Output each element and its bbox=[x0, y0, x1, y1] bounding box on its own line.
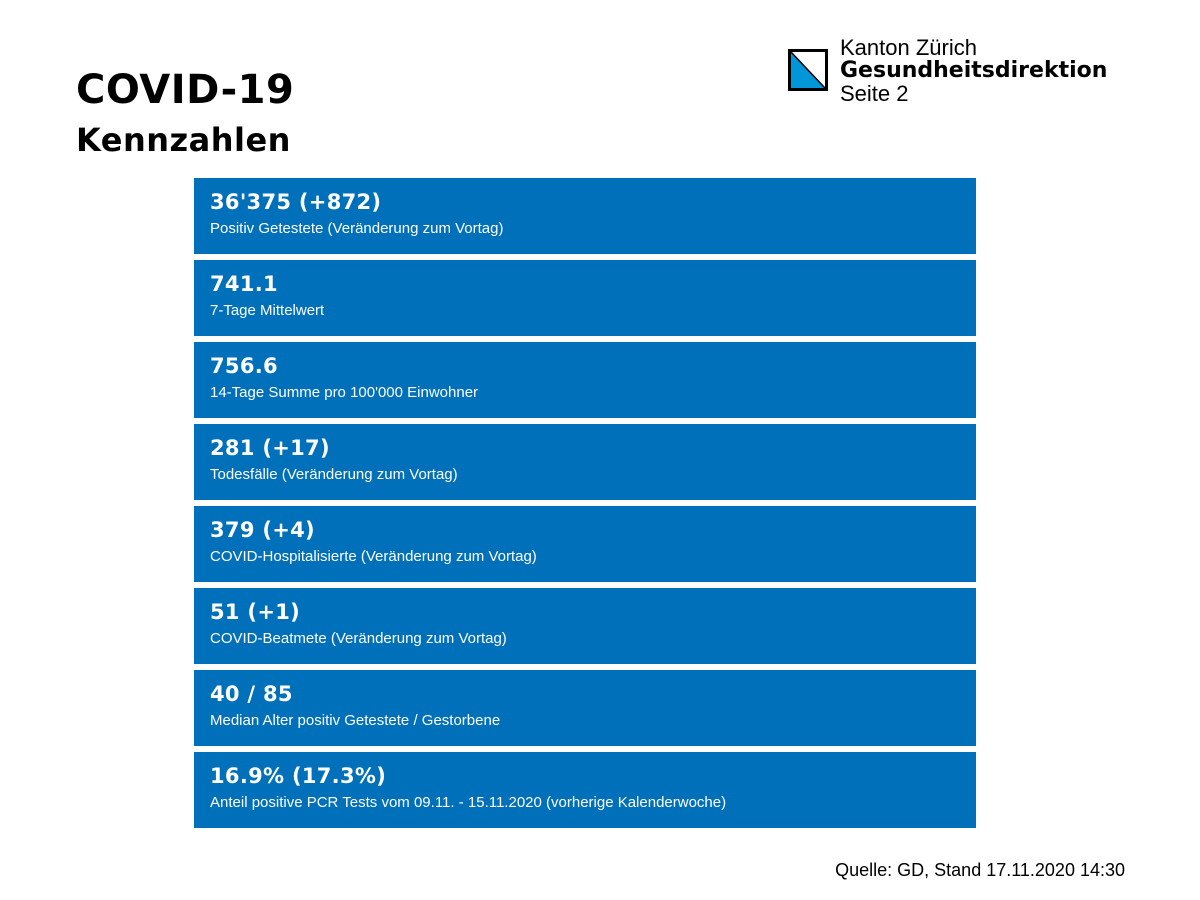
page-number: Seite 2 bbox=[840, 81, 909, 106]
metric-value: 16.9% (17.3%) bbox=[210, 764, 387, 788]
logo-canton-name: Kanton Zürich bbox=[840, 35, 977, 60]
metric-value: 36'375 (+872) bbox=[210, 190, 382, 214]
metric-label: 7-Tage Mittelwert bbox=[210, 302, 325, 319]
metric-value: 379 (+4) bbox=[210, 518, 315, 542]
canton-zurich-logo: Kanton Zürich Gesundheitsdirektion Seite… bbox=[788, 36, 1128, 106]
metric-label: Median Alter positiv Getestete / Gestorb… bbox=[210, 712, 501, 729]
metric-card-ventilated: 51 (+1) COVID-Beatmete (Veränderung zum … bbox=[194, 588, 976, 664]
metric-card-positive-tested: 36'375 (+872) Positiv Getestete (Verände… bbox=[194, 178, 976, 254]
metric-value: 40 / 85 bbox=[210, 682, 293, 706]
metric-card-14-day-incidence: 756.6 14-Tage Summe pro 100'000 Einwohne… bbox=[194, 342, 976, 418]
metric-label: COVID-Beatmete (Veränderung zum Vortag) bbox=[210, 630, 507, 647]
metric-label: Todesfälle (Veränderung zum Vortag) bbox=[210, 466, 458, 483]
metric-label: 14-Tage Summe pro 100'000 Einwohner bbox=[210, 384, 479, 401]
zurich-coat-of-arms-icon bbox=[788, 49, 828, 91]
key-figures-list: 36'375 (+872) Positiv Getestete (Verände… bbox=[194, 178, 976, 834]
metric-value: 281 (+17) bbox=[210, 436, 330, 460]
logo-text: Kanton Zürich Gesundheitsdirektion Seite… bbox=[840, 36, 1107, 105]
metric-value: 741.1 bbox=[210, 272, 278, 296]
metric-card-positivity-rate: 16.9% (17.3%) Anteil positive PCR Tests … bbox=[194, 752, 976, 828]
metric-card-deaths: 281 (+17) Todesfälle (Veränderung zum Vo… bbox=[194, 424, 976, 500]
page-title: COVID-19 bbox=[76, 67, 295, 113]
metric-card-7-day-average: 741.1 7-Tage Mittelwert bbox=[194, 260, 976, 336]
metric-label: Positiv Getestete (Veränderung zum Vorta… bbox=[210, 220, 504, 237]
metric-value: 51 (+1) bbox=[210, 600, 301, 624]
metric-value: 756.6 bbox=[210, 354, 278, 378]
metric-card-hospitalized: 379 (+4) COVID-Hospitalisierte (Veränder… bbox=[194, 506, 976, 582]
logo-department-name: Gesundheitsdirektion bbox=[840, 58, 1108, 83]
metric-card-median-age: 40 / 85 Median Alter positiv Getestete /… bbox=[194, 670, 976, 746]
source-footnote: Quelle: GD, Stand 17.11.2020 14:30 bbox=[835, 860, 1125, 880]
metric-label: Anteil positive PCR Tests vom 09.11. - 1… bbox=[210, 794, 727, 811]
metric-label: COVID-Hospitalisierte (Veränderung zum V… bbox=[210, 548, 537, 565]
page-subtitle: Kennzahlen bbox=[76, 121, 291, 159]
